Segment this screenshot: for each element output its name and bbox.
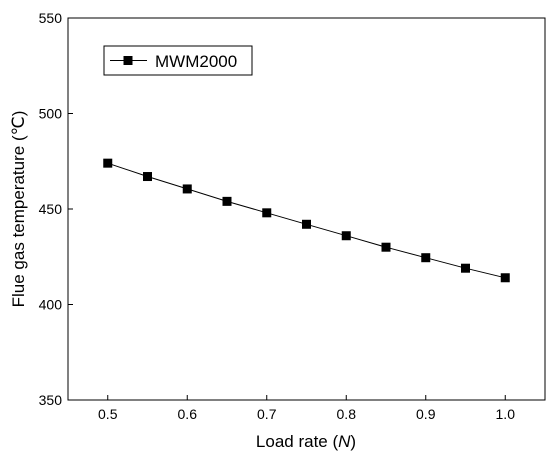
data-point xyxy=(341,231,351,241)
legend-label: MWM2000 xyxy=(155,52,237,71)
data-point xyxy=(143,172,152,182)
x-tick-label: 0.5 xyxy=(98,406,118,422)
y-tick-label: 500 xyxy=(39,106,63,122)
x-tick-label: 0.6 xyxy=(178,406,198,422)
data-point xyxy=(103,158,113,168)
data-point xyxy=(262,208,272,218)
data-point xyxy=(302,219,311,229)
data-point xyxy=(500,273,510,283)
y-axis: 350 400 450 500 550 xyxy=(39,10,73,408)
x-tick-label: 0.8 xyxy=(337,406,357,422)
x-tick-label: 0.7 xyxy=(257,406,277,422)
x-axis-title: Load rate (N) xyxy=(256,432,356,451)
data-point xyxy=(222,196,232,206)
plot-area xyxy=(67,17,546,401)
series-layer xyxy=(103,158,510,283)
y-tick-label: 350 xyxy=(39,392,63,408)
legend-marker xyxy=(123,56,133,65)
data-point xyxy=(421,253,431,263)
legend: MWM2000 xyxy=(103,45,253,76)
y-tick-label: 400 xyxy=(39,297,63,313)
y-tick-label: 550 xyxy=(39,10,63,26)
data-point xyxy=(182,184,192,194)
x-tick-label: 1.0 xyxy=(496,406,516,422)
x-axis: 0.5 0.6 0.7 0.8 0.9 1.0 xyxy=(98,395,515,422)
data-point xyxy=(461,263,470,273)
y-axis-title: Flue gas temperature (℃) xyxy=(9,111,28,308)
y-tick-label: 450 xyxy=(39,201,63,217)
data-point xyxy=(381,242,391,252)
x-tick-label: 0.9 xyxy=(416,406,436,422)
